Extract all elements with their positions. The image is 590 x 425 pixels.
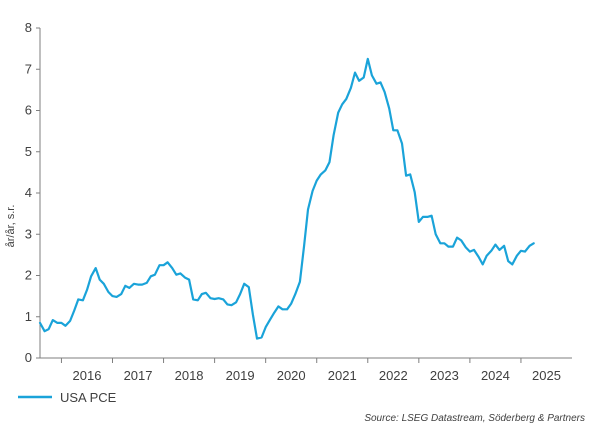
y-tick-labels: 0 1 2 3 4 5 6 7 8 [25, 20, 32, 365]
series-group [38, 57, 535, 340]
x-tick-label: 2020 [277, 368, 306, 383]
y-tick-label: 4 [25, 185, 32, 200]
y-tick-label: 7 [25, 61, 32, 76]
x-tick-label: 2016 [73, 368, 102, 383]
x-tick-label: 2023 [430, 368, 459, 383]
y-tick-label: 0 [25, 350, 32, 365]
series-line-usa-pce [38, 57, 535, 340]
y-axis-label: år/år, s.r. [5, 205, 17, 248]
y-tick-label: 2 [25, 268, 32, 283]
x-tick-label: 2021 [328, 368, 357, 383]
source-note: Source: LSEG Datastream, Söderberg & Par… [364, 413, 585, 424]
x-tick-label: 2017 [124, 368, 153, 383]
y-tick-label: 3 [25, 226, 32, 241]
y-tick-label: 6 [25, 103, 32, 118]
x-tick-label: 2018 [175, 368, 204, 383]
x-tick-label: 2019 [226, 368, 255, 383]
y-tick-label: 5 [25, 144, 32, 159]
x-tick-label: 2025 [532, 368, 561, 383]
legend-label-usa-pce: USA PCE [60, 390, 117, 405]
legend: USA PCE [18, 390, 117, 405]
x-tick-label: 2024 [481, 368, 510, 383]
x-tick-labels: 2016 2017 2018 2019 2020 2021 2022 2023 2024 2025 [73, 368, 561, 383]
chart-axes [36, 27, 572, 363]
y-tick-label: 1 [25, 309, 32, 324]
x-tick-label: 2022 [379, 368, 408, 383]
y-tick-label: 8 [25, 20, 32, 35]
